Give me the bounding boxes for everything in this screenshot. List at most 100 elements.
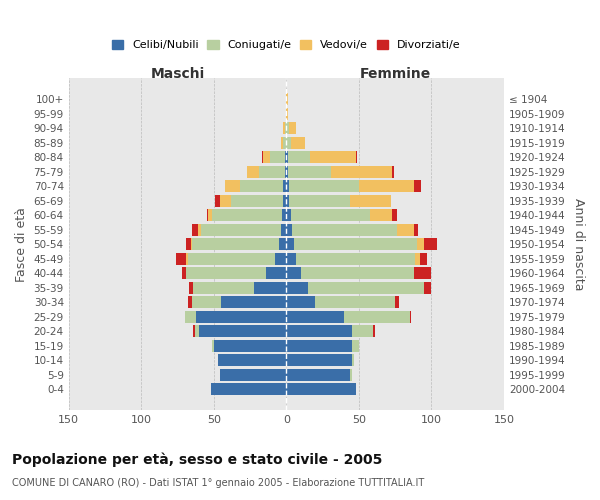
Bar — [182, 268, 186, 279]
Bar — [212, 340, 214, 351]
Text: Popolazione per età, sesso e stato civile - 2005: Popolazione per età, sesso e stato civil… — [12, 452, 382, 467]
Bar — [221, 296, 286, 308]
Bar — [240, 180, 283, 192]
Bar — [310, 152, 356, 164]
Bar — [286, 108, 288, 120]
Bar — [308, 282, 424, 294]
Bar — [208, 210, 212, 221]
Bar — [215, 195, 220, 206]
Bar — [186, 253, 188, 264]
Bar — [292, 224, 397, 235]
Bar — [195, 325, 199, 337]
Bar — [289, 122, 296, 134]
Bar — [188, 296, 192, 308]
Bar — [395, 296, 400, 308]
Bar — [392, 166, 394, 177]
Bar — [286, 180, 289, 192]
Bar — [226, 180, 240, 192]
Bar — [286, 238, 293, 250]
Bar — [286, 166, 288, 177]
Bar — [192, 224, 198, 235]
Bar — [286, 383, 356, 395]
Bar — [214, 340, 286, 351]
Bar — [286, 368, 350, 380]
Bar — [415, 253, 420, 264]
Bar — [289, 180, 359, 192]
Bar — [316, 296, 395, 308]
Bar — [191, 238, 192, 250]
Bar — [344, 310, 410, 322]
Bar — [417, 238, 424, 250]
Bar — [266, 268, 286, 279]
Bar — [193, 325, 195, 337]
Bar — [285, 166, 286, 177]
Bar — [350, 195, 391, 206]
Bar — [420, 253, 427, 264]
Bar — [286, 282, 308, 294]
Bar — [290, 137, 305, 149]
Bar — [286, 94, 288, 106]
Bar — [220, 195, 231, 206]
Y-axis label: Anni di nascita: Anni di nascita — [572, 198, 585, 290]
Bar — [211, 383, 286, 395]
Bar — [286, 268, 301, 279]
Bar — [198, 224, 201, 235]
Bar — [352, 354, 355, 366]
Bar — [286, 224, 292, 235]
Bar — [218, 354, 286, 366]
Bar — [392, 210, 397, 221]
Bar — [283, 137, 286, 149]
Bar — [424, 282, 431, 294]
Bar — [254, 282, 286, 294]
Text: Maschi: Maschi — [151, 66, 205, 80]
Bar — [286, 137, 290, 149]
Bar — [192, 296, 221, 308]
Bar — [370, 210, 392, 221]
Bar — [283, 180, 286, 192]
Bar — [286, 296, 316, 308]
Bar — [286, 152, 288, 164]
Bar — [193, 282, 254, 294]
Bar — [186, 238, 191, 250]
Bar — [356, 152, 358, 164]
Bar — [283, 195, 286, 206]
Bar — [192, 238, 279, 250]
Text: Femmine: Femmine — [359, 66, 431, 80]
Bar — [352, 340, 359, 351]
Bar — [286, 195, 289, 206]
Bar — [350, 368, 352, 380]
Bar — [286, 340, 352, 351]
Bar — [212, 210, 282, 221]
Bar — [288, 152, 310, 164]
Legend: Celibi/Nubili, Coniugati/e, Vedovi/e, Divorziati/e: Celibi/Nubili, Coniugati/e, Vedovi/e, Di… — [110, 38, 463, 52]
Bar — [275, 253, 286, 264]
Bar — [283, 122, 285, 134]
Text: COMUNE DI CANARO (RO) - Dati ISTAT 1° gennaio 2005 - Elaborazione TUTTITALIA.IT: COMUNE DI CANARO (RO) - Dati ISTAT 1° ge… — [12, 478, 424, 488]
Bar — [189, 282, 193, 294]
Bar — [271, 152, 285, 164]
Bar — [359, 180, 414, 192]
Bar — [231, 195, 283, 206]
Bar — [289, 195, 350, 206]
Bar — [285, 152, 286, 164]
Bar — [220, 368, 286, 380]
Bar — [285, 122, 286, 134]
Bar — [186, 268, 266, 279]
Bar — [288, 166, 331, 177]
Bar — [286, 354, 352, 366]
Bar — [282, 210, 286, 221]
Bar — [286, 253, 296, 264]
Bar — [424, 238, 437, 250]
Bar — [201, 224, 281, 235]
Bar — [410, 310, 411, 322]
Bar — [263, 152, 271, 164]
Bar — [281, 137, 283, 149]
Bar — [331, 166, 392, 177]
Bar — [414, 224, 418, 235]
Bar — [199, 325, 286, 337]
Bar — [414, 268, 431, 279]
Bar — [188, 253, 275, 264]
Bar — [286, 310, 344, 322]
Bar — [247, 166, 259, 177]
Bar — [286, 325, 352, 337]
